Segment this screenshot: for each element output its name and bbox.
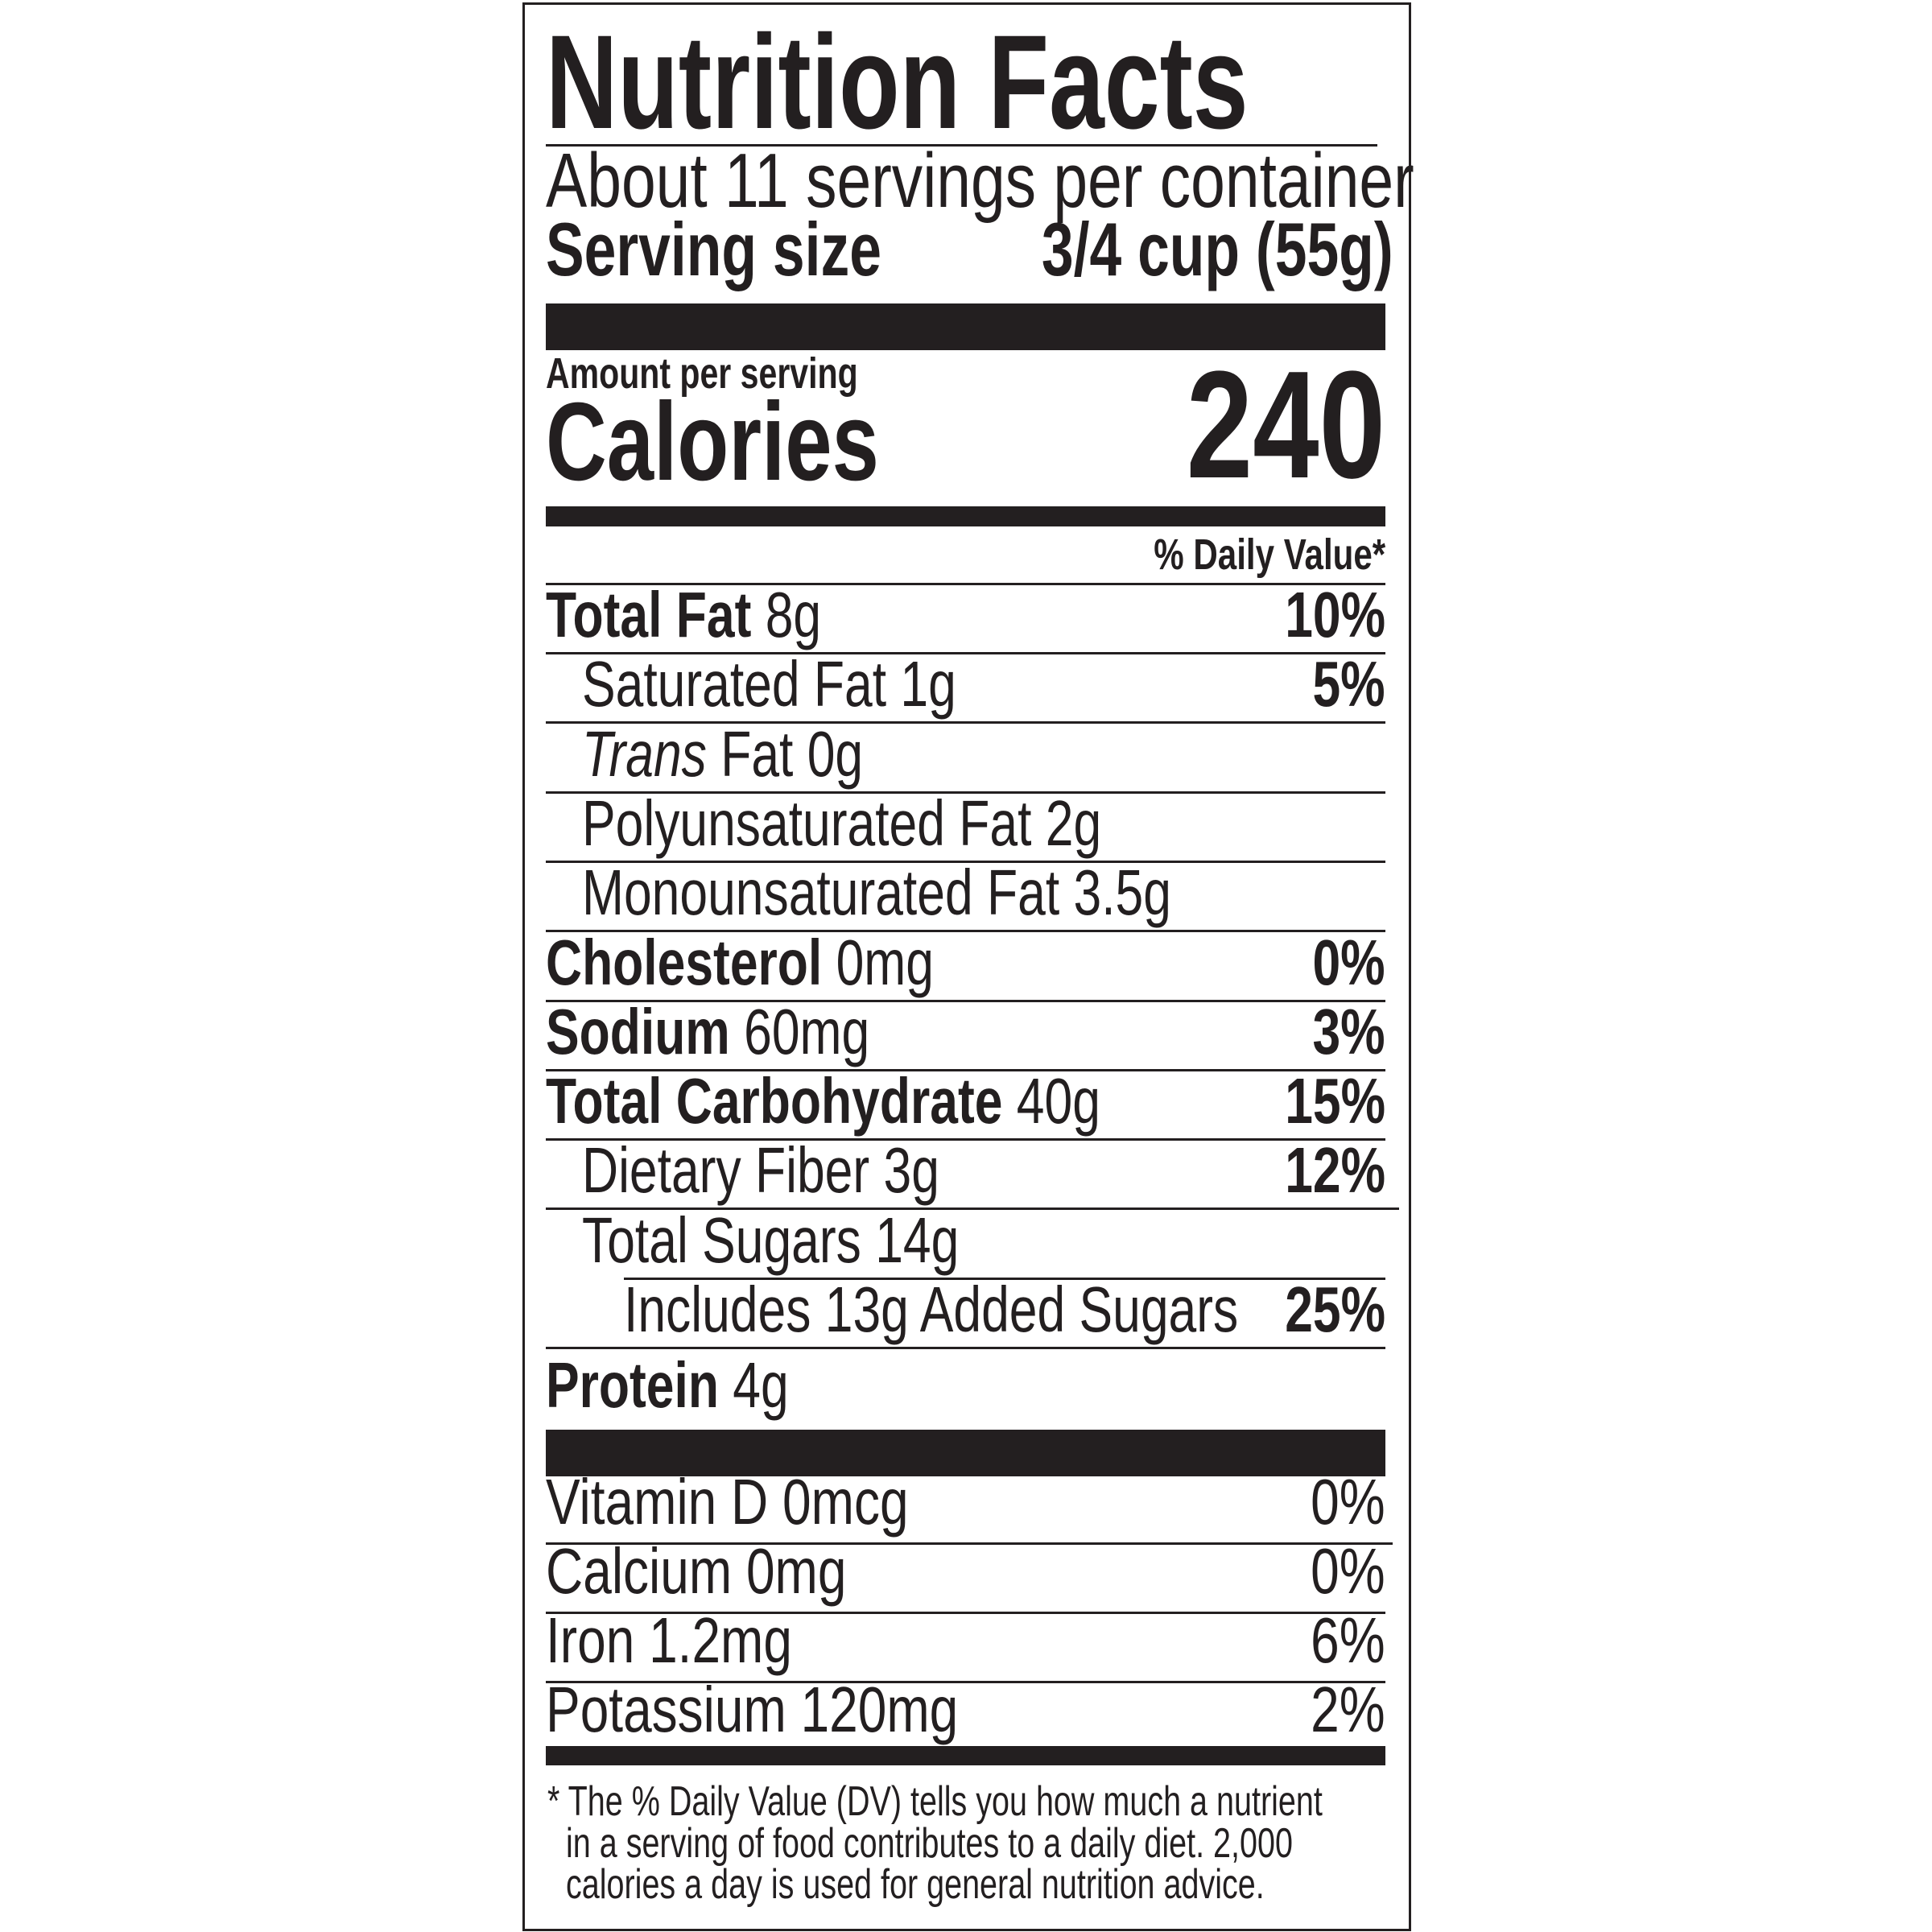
footnote-line: * The % Daily Value (DV) tells you how m… — [547, 1778, 1323, 1825]
vitamin-daily-value: 2% — [1311, 1674, 1386, 1745]
nutrient-amount: 60mg — [744, 995, 870, 1067]
vitamin-name: Calcium 0mg — [546, 1535, 847, 1607]
nutrient-daily-value: 25% — [1285, 1274, 1385, 1345]
vitamin-daily-value: 0% — [1311, 1535, 1386, 1607]
nutrient-name: Total Sugars 14g — [582, 1203, 960, 1276]
title: Nutrition Facts — [546, 8, 1249, 157]
nutrient-daily-value: 5% — [1312, 648, 1385, 720]
medium-divider — [546, 1746, 1385, 1765]
nutrient-amount: 4g — [733, 1349, 789, 1422]
nutrient-row: Dietary Fiber 3g — [582, 1138, 939, 1203]
nutrient-name: Monounsaturated Fat 3.5g — [582, 857, 1171, 929]
nutrient-name: Sodium — [546, 995, 730, 1067]
divider — [546, 999, 1385, 1002]
divider — [546, 1138, 1385, 1141]
title-divider — [546, 144, 1377, 147]
nutrient-daily-value: 15% — [1285, 1065, 1385, 1137]
thick-divider — [546, 1430, 1385, 1476]
nutrient-name: Fat 0g — [706, 717, 864, 790]
vitamin-name: Vitamin D 0mcg — [546, 1466, 909, 1538]
nutrient-daily-value: 0% — [1312, 926, 1385, 998]
nutrient-daily-value: 10% — [1285, 579, 1385, 650]
amount-per-serving: Amount per serving — [546, 349, 858, 398]
divider — [546, 1542, 1393, 1545]
serving-size-label: Serving size — [546, 207, 881, 291]
nutrient-name: Protein — [546, 1349, 719, 1422]
serving-size-value: 3/4 cup (55g) — [1042, 207, 1393, 291]
divider — [546, 583, 1385, 585]
divider — [546, 652, 1385, 654]
nutrient-row: Sodium 60mg — [546, 999, 869, 1064]
divider — [546, 860, 1385, 863]
nutrient-name: Total Fat — [546, 579, 752, 650]
vitamin-daily-value: 6% — [1311, 1604, 1386, 1676]
nutrient-name-italic: Trans — [582, 717, 707, 790]
vitamin-daily-value: 0% — [1311, 1466, 1386, 1538]
nutrient-row: Polyunsaturated Fat 2g — [582, 791, 1101, 856]
nutrition-facts-label — [522, 2, 1411, 1931]
vitamin-name: Potassium 120mg — [546, 1674, 959, 1745]
divider — [546, 721, 1385, 724]
nutrient-row: Cholesterol 0mg — [546, 930, 934, 995]
divider — [546, 1347, 1385, 1349]
daily-value-header: % Daily Value* — [1154, 530, 1385, 579]
footnote-line: calories a day is used for general nutri… — [566, 1861, 1265, 1908]
divider — [546, 1612, 1385, 1614]
divider — [546, 930, 1385, 933]
nutrient-name: Includes 13g Added Sugars — [624, 1274, 1239, 1345]
nutrient-daily-value: 3% — [1312, 995, 1385, 1067]
footnote-line: in a serving of food contributes to a da… — [566, 1820, 1293, 1867]
nutrient-row: Total Fat 8g — [546, 583, 821, 647]
nutrient-row: Includes 13g Added Sugars — [624, 1278, 1238, 1342]
divider — [546, 1208, 1399, 1211]
vitamin-name: Iron 1.2mg — [546, 1604, 792, 1676]
nutrient-name: Cholesterol — [546, 926, 823, 998]
nutrient-row: Monounsaturated Fat 3.5g — [582, 861, 1171, 925]
nutrient-row: Total Sugars 14g — [582, 1208, 959, 1273]
divider — [624, 1277, 1385, 1280]
nutrient-row: Trans Fat 0g — [582, 721, 863, 786]
calories-label: Calories — [546, 380, 879, 504]
calories-value: 240 — [1186, 340, 1385, 510]
nutrient-row: Protein 4g — [546, 1353, 789, 1418]
divider — [546, 791, 1385, 794]
divider — [546, 1068, 1385, 1071]
nutrient-name: Total Carbohydrate — [546, 1065, 1003, 1137]
divider — [546, 1681, 1385, 1683]
medium-divider — [546, 506, 1385, 526]
nutrient-amount: 0mg — [836, 926, 934, 998]
nutrient-row: Total Carbohydrate 40g — [546, 1069, 1100, 1133]
nutrient-row: Saturated Fat 1g — [582, 652, 956, 716]
nutrient-name: Dietary Fiber 3g — [582, 1134, 939, 1207]
nutrient-amount: 8g — [765, 579, 822, 650]
servings-per-container: About 11 servings per container — [546, 138, 1414, 224]
thick-divider — [546, 303, 1385, 350]
nutrient-name: Polyunsaturated Fat 2g — [582, 786, 1102, 859]
nutrient-name: Saturated Fat 1g — [582, 648, 956, 720]
nutrient-daily-value: 12% — [1285, 1134, 1385, 1207]
nutrient-amount: 40g — [1016, 1065, 1100, 1137]
